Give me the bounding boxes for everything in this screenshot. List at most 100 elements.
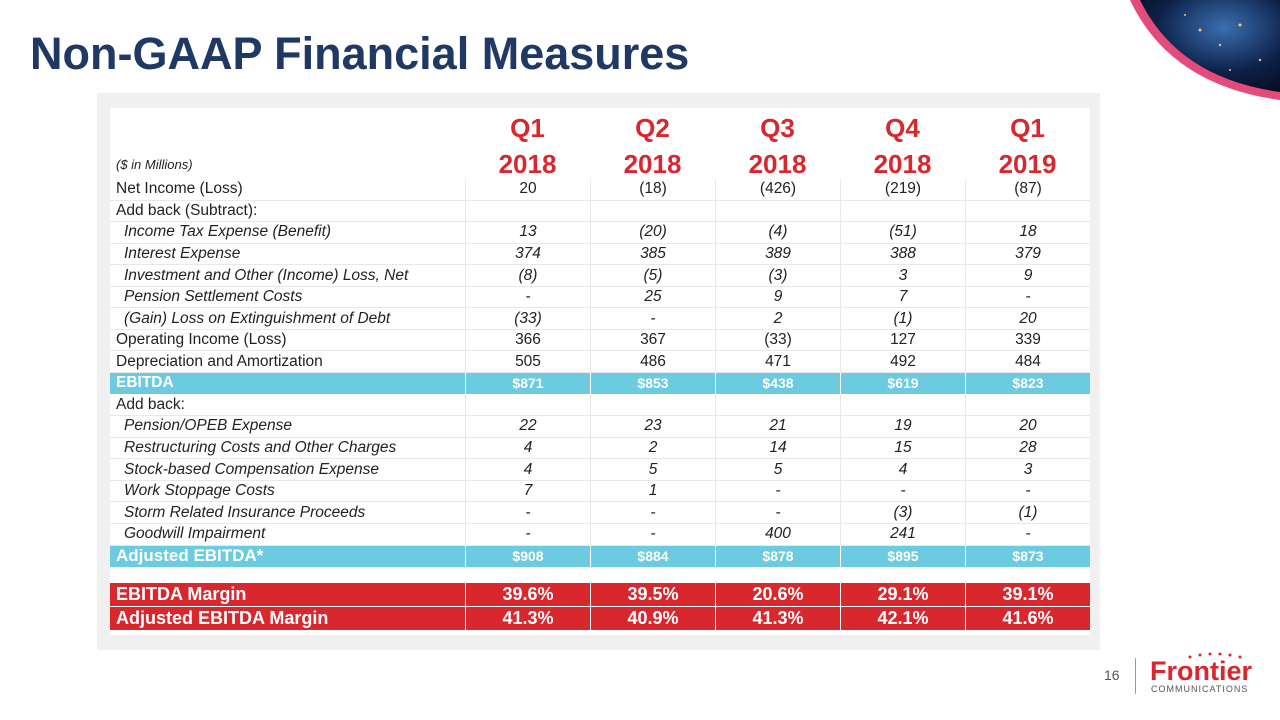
cell-value: -: [715, 502, 840, 524]
cell-value: $871: [465, 373, 590, 395]
cell-value: 42.1%: [840, 606, 965, 631]
row-label: Adjusted EBITDA Margin: [110, 606, 465, 631]
cell-value: (3): [715, 265, 840, 287]
cell-value: -: [465, 523, 590, 546]
cell-value: -: [590, 308, 715, 330]
cell-value: 9: [965, 265, 1090, 287]
row-label: Pension/OPEB Expense: [110, 416, 465, 438]
cell-value: 241: [840, 523, 965, 546]
cell-value: (1): [965, 502, 1090, 524]
cell-value: (33): [465, 308, 590, 330]
cell-value: 20: [965, 308, 1090, 330]
column-header-period: Q1: [510, 113, 545, 143]
logo-dots: [1188, 652, 1242, 659]
slide-title: Non-GAAP Financial Measures: [30, 28, 690, 79]
cell-value: 5: [590, 459, 715, 481]
cell-value: $884: [590, 545, 715, 568]
cell-value: $619: [840, 373, 965, 395]
cell-value: 41.3%: [465, 606, 590, 631]
cell-value: 20.6%: [715, 582, 840, 607]
cell-value: -: [465, 286, 590, 309]
column-header: Q4 2018: [840, 110, 965, 182]
cell-value: 379: [965, 243, 1090, 266]
column-header-year: 2018: [748, 149, 807, 179]
cell-value: 22: [465, 416, 590, 438]
cell-value: (1): [840, 308, 965, 330]
cell-value: 127: [840, 329, 965, 352]
cell-value: 374: [465, 243, 590, 266]
row-label: Depreciation and Amortization: [110, 351, 465, 374]
cell-value: $878: [715, 545, 840, 568]
cell-value: -: [715, 480, 840, 503]
cell-value: [590, 200, 715, 223]
cell-value: (426): [715, 179, 840, 201]
column-header-year: 2018: [498, 149, 557, 179]
cell-value: 40.9%: [590, 606, 715, 631]
logo-subtitle: COMMUNICATIONS: [1151, 684, 1249, 694]
cell-value: 389: [715, 243, 840, 266]
cell-value: (219): [840, 179, 965, 201]
cell-value: (3): [840, 502, 965, 524]
row-label: Income Tax Expense (Benefit): [110, 222, 465, 244]
column-header: Q1 2018: [465, 110, 590, 182]
cell-value: 20: [465, 179, 590, 201]
row-label: Add back (Subtract):: [110, 201, 465, 223]
cell-value: 4: [465, 437, 590, 460]
cell-value: -: [590, 523, 715, 546]
cell-value: 29.1%: [840, 582, 965, 607]
cell-value: (5): [590, 265, 715, 287]
column-header-period: Q4: [885, 113, 920, 143]
column-header-period: Q3: [760, 113, 795, 143]
row-label: Net Income (Loss): [110, 179, 465, 201]
column-header-year: 2018: [873, 149, 932, 179]
cell-value: -: [965, 480, 1090, 503]
cell-value: [840, 200, 965, 223]
cell-value: 366: [465, 329, 590, 352]
cell-value: [840, 394, 965, 417]
column-header: Q3 2018: [715, 110, 840, 182]
cell-value: [465, 200, 590, 223]
row-label: Restructuring Costs and Other Charges: [110, 438, 465, 460]
cell-value: -: [965, 523, 1090, 546]
cell-value: $873: [965, 545, 1090, 568]
cell-value: 19: [840, 416, 965, 438]
row-label: Adjusted EBITDA*: [110, 545, 465, 568]
row-label: Goodwill Impairment: [110, 524, 465, 546]
cell-value: 400: [715, 523, 840, 546]
cell-value: 3: [965, 459, 1090, 481]
cell-value: $908: [465, 545, 590, 568]
cell-value: 9: [715, 286, 840, 309]
row-label: EBITDA: [110, 373, 465, 395]
cell-value: 39.1%: [965, 582, 1090, 607]
row-label: Work Stoppage Costs: [110, 481, 465, 503]
cell-value: 2: [590, 437, 715, 460]
row-label: Investment and Other (Income) Loss, Net: [110, 265, 465, 287]
cell-value: $438: [715, 373, 840, 395]
cell-value: 4: [465, 459, 590, 481]
column-header-period: Q1: [1010, 113, 1045, 143]
column-header-period: Q2: [635, 113, 670, 143]
cell-value: [965, 200, 1090, 223]
cell-value: $895: [840, 545, 965, 568]
cell-value: 492: [840, 351, 965, 374]
cell-value: (51): [840, 222, 965, 244]
cell-value: 471: [715, 351, 840, 374]
cell-value: (20): [590, 222, 715, 244]
cell-value: (87): [965, 179, 1090, 201]
cell-value: [715, 394, 840, 417]
globe-graphic: [1130, 0, 1280, 100]
cell-value: (33): [715, 329, 840, 352]
table: ($ in Millions) Q1 2018 Q2 2018 Q3 2018 Q4 2018 Q…: [110, 108, 1090, 635]
row-label: EBITDA Margin: [110, 582, 465, 607]
cell-value: (4): [715, 222, 840, 244]
cell-value: -: [840, 480, 965, 503]
cell-value: 39.6%: [465, 582, 590, 607]
cell-value: 7: [840, 286, 965, 309]
cell-value: 367: [590, 329, 715, 352]
row-label: Add back:: [110, 395, 465, 417]
column-header: Q1 2019: [965, 110, 1090, 182]
cell-value: 339: [965, 329, 1090, 352]
row-label: Storm Related Insurance Proceeds: [110, 502, 465, 524]
row-label: Operating Income (Loss): [110, 330, 465, 352]
cell-value: $823: [965, 373, 1090, 395]
